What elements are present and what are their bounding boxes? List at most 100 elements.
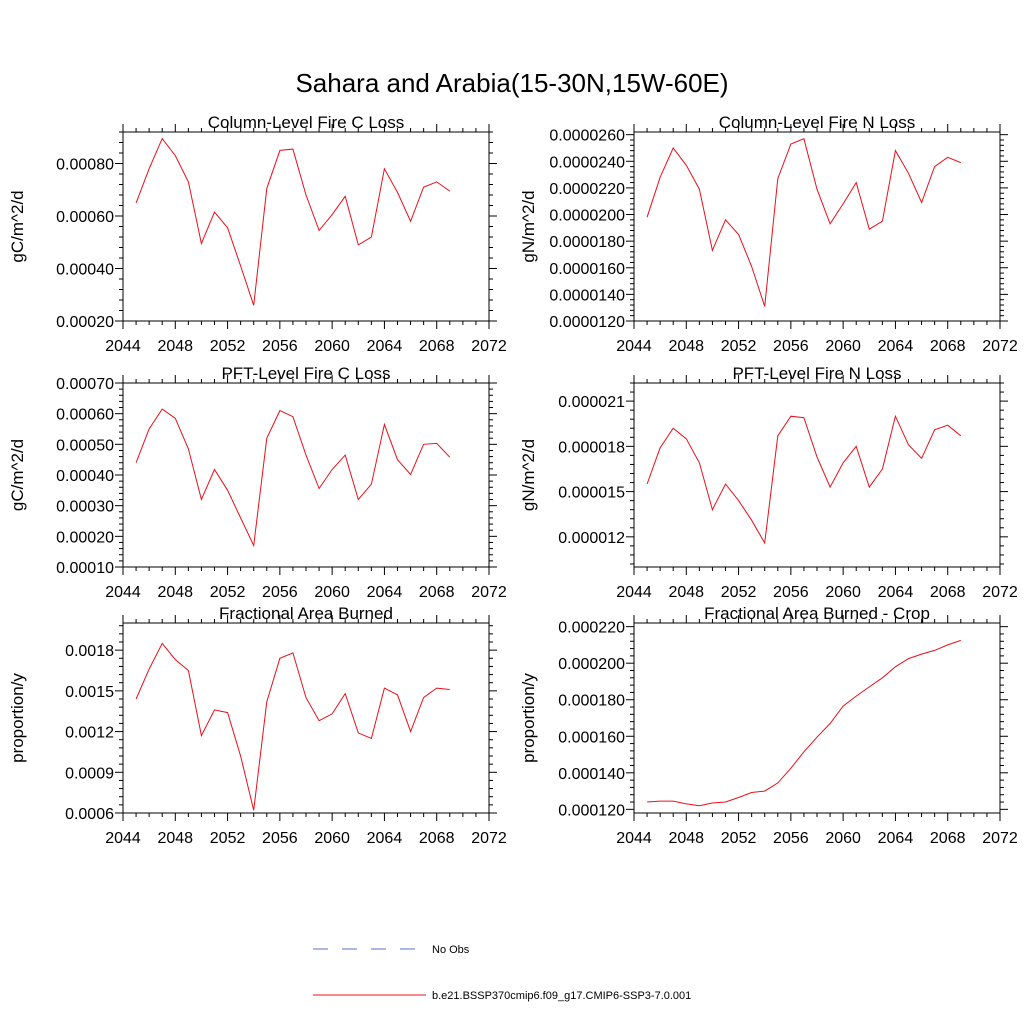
y-tick-label: 0.0000220 xyxy=(549,181,625,198)
x-tick-label: 2072 xyxy=(982,338,1018,355)
y-tick-label: 0.0018 xyxy=(65,643,114,660)
x-tick-label: 2048 xyxy=(668,830,704,847)
chart-panels: Column-Level Fire C Loss gC/m^2/d 2044 2048… xyxy=(8,113,1018,847)
y-axis: 0.0000120 0.0000140 0.0000160 0.0000180 0.00… xyxy=(549,128,1008,331)
x-tick-label: 2072 xyxy=(471,338,507,355)
y-tick-label: 0.00040 xyxy=(56,262,114,279)
y-tick-label: 0.0000180 xyxy=(549,234,625,251)
y-tick-label: 0.00030 xyxy=(56,499,114,516)
y-tick-label: 0.00050 xyxy=(56,437,114,454)
x-tick-label: 2056 xyxy=(262,338,298,355)
x-tick-label: 2064 xyxy=(367,338,403,355)
x-axis: 2044 2048 2052 2056 2060 2064 2068 2072 xyxy=(105,375,507,601)
x-axis: 2044 2048 2052 2056 2060 2064 2068 2072 xyxy=(616,124,1018,355)
panel-title: Fractional Area Burned xyxy=(219,604,393,623)
legend-label-no-obs: No Obs xyxy=(432,944,470,956)
x-tick-label: 2064 xyxy=(878,584,914,601)
series-line xyxy=(135,642,450,811)
y-tick-label: 0.0000140 xyxy=(549,287,625,304)
y-tick-label: 0.000140 xyxy=(558,766,625,783)
y-axis-label: proportion/y xyxy=(8,673,27,763)
x-tick-label: 2072 xyxy=(471,584,507,601)
x-tick-label: 2056 xyxy=(262,584,298,601)
panel-title: PFT-Level Fire N Loss xyxy=(732,364,901,383)
legend-label-model-run: b.e21.BSSP370cmip6.f09_g17.CMIP6-SSP3-7.… xyxy=(432,990,691,1002)
x-tick-label: 2072 xyxy=(982,584,1018,601)
y-tick-label: 0.0000260 xyxy=(549,128,625,145)
x-tick-label: 2044 xyxy=(616,830,652,847)
x-tick-label: 2052 xyxy=(210,830,246,847)
x-tick-label: 2068 xyxy=(419,830,455,847)
y-tick-label: 0.0000160 xyxy=(549,261,625,278)
series-line xyxy=(646,138,961,307)
x-tick-label: 2060 xyxy=(825,830,861,847)
series-line xyxy=(647,639,961,807)
series-line xyxy=(646,414,962,545)
y-tick-label: 0.00060 xyxy=(56,407,114,424)
x-tick-label: 2060 xyxy=(825,338,861,355)
panel-fractional-area-burned-crop: Fractional Area Burned - Crop proportion/… xyxy=(519,604,1018,847)
x-axis: 2044 2048 2052 2056 2060 2064 2068 2072 xyxy=(105,615,507,847)
x-tick-label: 2064 xyxy=(367,584,403,601)
x-tick-label: 2044 xyxy=(105,830,141,847)
y-tick-label: 0.0009 xyxy=(65,765,114,782)
y-axis-label: proportion/y xyxy=(519,673,538,763)
x-tick-label: 2064 xyxy=(367,830,403,847)
x-axis: 2044 2048 2052 2056 2060 2064 2068 2072 xyxy=(105,124,507,355)
x-tick-label: 2044 xyxy=(105,338,141,355)
y-tick-label: 0.0015 xyxy=(65,684,114,701)
x-tick-label: 2068 xyxy=(930,830,966,847)
panel-title: Fractional Area Burned - Crop xyxy=(704,604,930,623)
y-axis: 0.00010 0.00020 0.00030 0.00040 0.00050 0.000… xyxy=(56,376,497,577)
y-axis-label: gC/m^2/d xyxy=(8,190,27,262)
x-tick-label: 2044 xyxy=(616,338,652,355)
y-tick-label: 0.0006 xyxy=(65,806,114,823)
y-tick-label: 0.00040 xyxy=(56,468,114,485)
x-tick-label: 2052 xyxy=(210,584,246,601)
x-axis: 2044 2048 2052 2056 2060 2064 2068 2072 xyxy=(616,375,1018,601)
x-axis: 2044 2048 2052 2056 2060 2064 2068 2072 xyxy=(616,615,1018,847)
y-axis-label: gN/m^2/d xyxy=(519,190,538,262)
x-tick-label: 2048 xyxy=(157,830,193,847)
series-line xyxy=(135,408,451,548)
x-tick-label: 2068 xyxy=(930,338,966,355)
y-tick-label: 0.000220 xyxy=(558,620,625,637)
x-tick-label: 2048 xyxy=(157,338,193,355)
y-axis: 0.000120 0.000140 0.000160 0.000180 0.000200… xyxy=(558,620,1008,819)
x-tick-label: 2056 xyxy=(262,830,298,847)
panel-title: Column-Level Fire N Loss xyxy=(719,113,916,132)
x-tick-label: 2060 xyxy=(314,830,350,847)
y-tick-label: 0.00010 xyxy=(56,560,114,577)
y-axis: 0.0006 0.0009 0.0012 0.0015 0.0018 xyxy=(65,625,497,823)
x-tick-label: 2072 xyxy=(982,830,1018,847)
y-tick-label: 0.000012 xyxy=(558,530,625,547)
panel-title: Column-Level Fire C Loss xyxy=(208,113,405,132)
x-tick-label: 2068 xyxy=(419,584,455,601)
x-tick-label: 2068 xyxy=(930,584,966,601)
x-tick-label: 2064 xyxy=(878,830,914,847)
y-axis: 0.000012 0.000015 0.000018 0.000021 xyxy=(558,382,1008,565)
x-tick-label: 2068 xyxy=(419,338,455,355)
y-tick-label: 0.00080 xyxy=(56,157,114,174)
y-axis: 0.00020 0.00040 0.00060 0.00080 xyxy=(56,131,497,331)
y-tick-label: 0.000015 xyxy=(558,485,625,502)
y-tick-label: 0.0012 xyxy=(65,725,114,742)
x-tick-label: 2048 xyxy=(668,584,704,601)
series-line xyxy=(135,137,451,306)
y-tick-label: 0.00070 xyxy=(56,376,114,393)
x-tick-label: 2060 xyxy=(314,338,350,355)
y-tick-label: 0.000160 xyxy=(558,729,625,746)
panel-pft-level-fire-n-loss: PFT-Level Fire N Loss gN/m^2/d 2044 2048 205… xyxy=(519,364,1018,601)
panel-fractional-area-burned: Fractional Area Burned proportion/y 2044 20… xyxy=(8,604,507,847)
panel-title: PFT-Level Fire C Loss xyxy=(221,364,390,383)
figure-title: Sahara and Arabia(15-30N,15W-60E) xyxy=(295,68,728,98)
x-tick-label: 2056 xyxy=(773,830,809,847)
x-tick-label: 2052 xyxy=(721,830,757,847)
y-tick-label: 0.0000120 xyxy=(549,314,625,331)
y-tick-label: 0.000018 xyxy=(558,439,625,456)
x-tick-label: 2052 xyxy=(721,584,757,601)
x-tick-label: 2056 xyxy=(773,338,809,355)
y-tick-label: 0.000021 xyxy=(558,394,625,411)
